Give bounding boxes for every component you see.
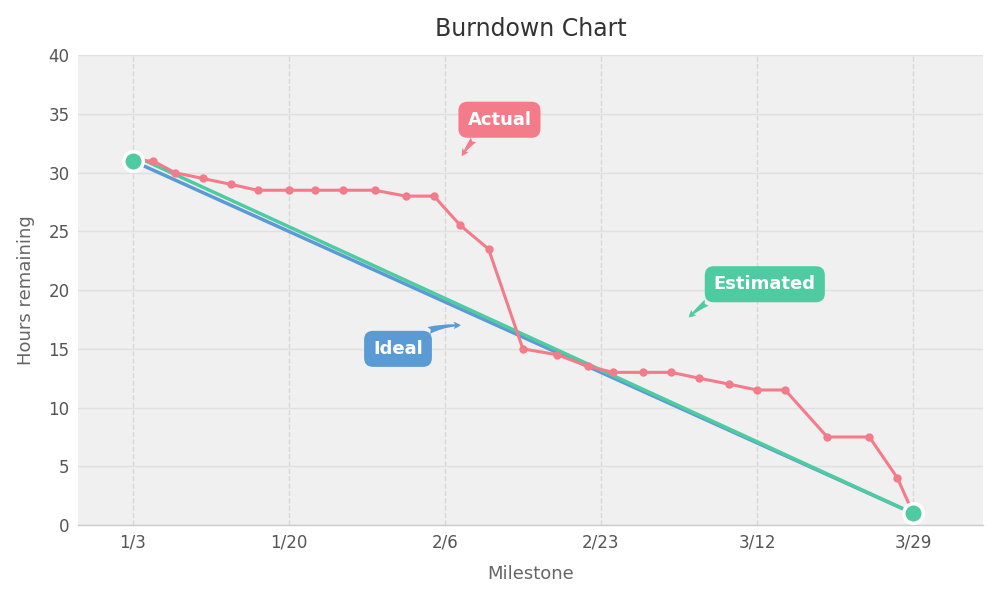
Text: Estimated: Estimated bbox=[689, 275, 816, 317]
X-axis label: Milestone: Milestone bbox=[487, 565, 574, 583]
Text: Ideal: Ideal bbox=[373, 322, 461, 358]
Text: Actual: Actual bbox=[462, 111, 531, 156]
Y-axis label: Hours remaining: Hours remaining bbox=[17, 215, 35, 365]
Title: Burndown Chart: Burndown Chart bbox=[435, 17, 627, 41]
